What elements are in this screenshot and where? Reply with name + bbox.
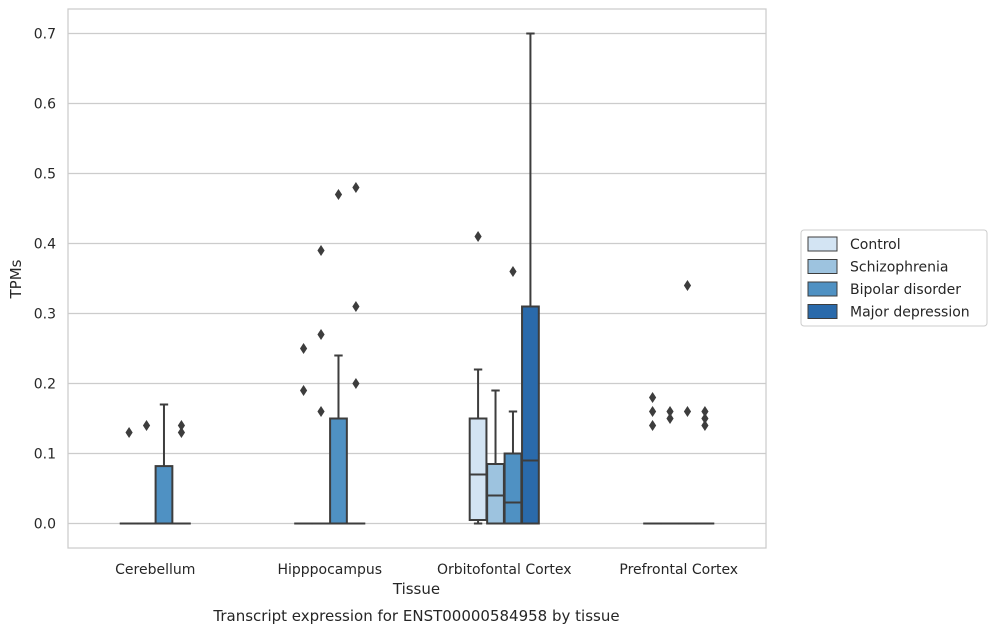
legend-swatch [807, 304, 838, 319]
box-group [660, 406, 680, 525]
box-group [678, 280, 697, 525]
outlier-point [683, 406, 692, 417]
outlier-point [352, 182, 360, 193]
plot-boxes [119, 32, 715, 525]
box [154, 465, 174, 525]
x-tick-label: Cerebellum [115, 562, 195, 578]
box-group [346, 182, 366, 525]
y-tick-labels: 0.0 0.1 0.2 0.3 0.4 0.5 0.6 0.7 [34, 27, 56, 533]
box [503, 452, 523, 525]
chart-caption: Transcript expression for ENST0000058495… [212, 607, 619, 625]
outlier-point [648, 420, 657, 431]
legend-label: Schizophrenia [850, 260, 948, 276]
x-axis-label: Tissue [392, 580, 440, 598]
box-group [172, 420, 191, 525]
legend-label: Bipolar disorder [850, 282, 961, 298]
box-group [154, 403, 174, 525]
outlier-point [509, 266, 517, 277]
legend-swatch [807, 236, 838, 252]
legend-label: Major depression [850, 305, 970, 321]
outlier-point [317, 329, 325, 340]
outlier-point [317, 245, 325, 256]
outlier-point [352, 301, 360, 312]
outlier-point [334, 189, 343, 200]
box-group [294, 343, 313, 525]
box-group [119, 427, 139, 525]
legend-label: Control [850, 237, 901, 253]
legend: Control Schizophrenia Bipolar disorder Majo… [800, 229, 988, 327]
x-tick-labels: Cerebellum Hipppocampus Orbitofontal Corte… [115, 562, 738, 578]
outlier-point [177, 420, 186, 431]
outlier-point [317, 406, 325, 417]
y-tick-label: 0.5 [34, 167, 56, 183]
y-gridlines [68, 32, 766, 525]
outlier-point [648, 406, 657, 417]
x-tick-label: Hipppocampus [277, 562, 382, 578]
box-group [311, 245, 331, 525]
outlier-point [648, 392, 657, 403]
outlier-point [666, 406, 674, 417]
y-tick-label: 0.3 [34, 307, 56, 323]
outlier-point [299, 343, 308, 354]
x-tick-label: Orbitofontal Cortex [437, 562, 572, 578]
y-tick-label: 0.1 [34, 447, 56, 463]
box-group [643, 392, 662, 525]
x-tick-label: Prefrontal Cortex [619, 562, 738, 578]
box-group [137, 420, 156, 525]
box [486, 463, 505, 525]
box-group [521, 32, 540, 525]
y-axis-label: TPMs [7, 259, 25, 299]
box-group [695, 406, 715, 525]
y-tick-label: 0.0 [34, 517, 56, 533]
plot-frame [67, 8, 767, 549]
box-group [329, 189, 348, 525]
outlier-point [125, 427, 133, 438]
box-group [486, 389, 505, 525]
outlier-point [177, 427, 186, 438]
box [521, 305, 540, 525]
outlier-point [474, 231, 482, 242]
box-group [503, 266, 523, 525]
box-group [468, 231, 488, 525]
legend-swatch [807, 259, 838, 274]
outlier-point [142, 420, 151, 431]
legend-swatch [807, 281, 838, 297]
legend-frame [800, 229, 988, 327]
y-tick-label: 0.6 [34, 97, 56, 113]
box [468, 417, 488, 521]
outlier-point [666, 413, 674, 424]
y-tick-label: 0.4 [34, 237, 56, 253]
outlier-point [701, 413, 709, 424]
outlier-point [299, 385, 308, 396]
box [329, 417, 348, 525]
outlier-point [701, 406, 709, 417]
y-tick-label: 0.2 [34, 377, 56, 393]
outlier-point [352, 378, 360, 389]
y-tick-label: 0.7 [34, 27, 56, 43]
outlier-point [683, 280, 692, 291]
outlier-point [701, 420, 709, 431]
